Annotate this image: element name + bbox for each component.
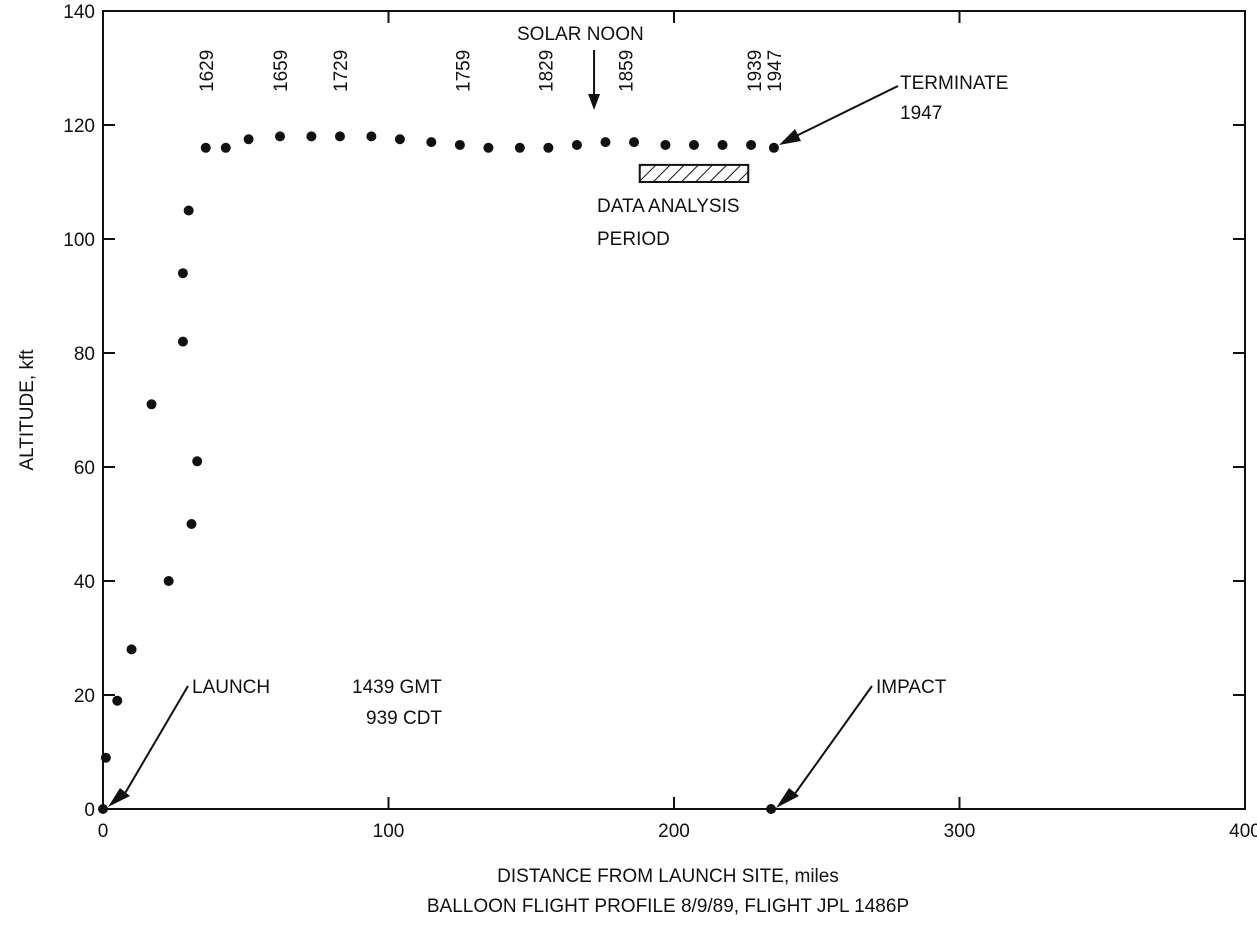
data-point	[600, 137, 611, 148]
terminate-arrowhead	[779, 129, 801, 145]
data-point	[112, 695, 123, 706]
data-point	[514, 142, 525, 153]
plot-frame	[102, 10, 1246, 810]
data-point	[146, 399, 157, 410]
time-label: 1947	[765, 50, 786, 92]
data-point	[629, 137, 640, 148]
launch-cdt-label: 939 CDT	[366, 708, 442, 729]
data-point	[186, 519, 197, 529]
terminate-label: TERMINATE	[900, 73, 1008, 94]
data-point	[275, 131, 286, 142]
x-tick-label: 200	[658, 821, 690, 842]
data-point	[177, 268, 188, 279]
y-tick-label: 60	[74, 458, 95, 479]
data-point	[571, 139, 582, 150]
data-point	[366, 131, 377, 142]
x-tick-label: 300	[944, 821, 976, 842]
x-tick-label: 0	[98, 821, 109, 842]
data-point	[483, 142, 494, 153]
impact-arrow	[793, 685, 873, 796]
data-point	[243, 134, 254, 145]
figure-caption: BALLOON FLIGHT PROFILE 8/9/89, FLIGHT JP…	[427, 896, 909, 917]
time-label: 1939	[745, 50, 766, 92]
y-axis-ticks: 0 20 40 60 80 100 120 140	[63, 2, 1245, 821]
data-point	[220, 142, 231, 153]
data-analysis-label: DATA ANALYSIS	[597, 196, 740, 217]
data-point	[426, 137, 437, 148]
x-tick-label: 100	[373, 821, 405, 842]
data-point	[177, 336, 188, 347]
y-tick-label: 80	[74, 344, 95, 365]
y-tick-label: 140	[63, 2, 95, 23]
data-point	[746, 139, 757, 150]
solar-noon-arrowhead	[588, 94, 601, 110]
time-label: 1829	[537, 50, 558, 92]
time-label: 1729	[331, 50, 352, 92]
data-point	[543, 142, 554, 153]
x-axis-title: DISTANCE FROM LAUNCH SITE, miles	[497, 866, 839, 887]
data-analysis-period-box	[638, 163, 750, 183]
time-label: 1659	[271, 50, 292, 92]
data-point	[200, 142, 211, 153]
data-point	[454, 139, 465, 150]
data-point	[334, 131, 345, 142]
data-point	[98, 804, 108, 814]
data-point	[688, 139, 699, 150]
period-label: PERIOD	[597, 229, 670, 250]
data-point	[126, 644, 137, 655]
data-point	[163, 576, 174, 586]
data-point	[183, 205, 194, 216]
y-tick-label: 0	[84, 800, 95, 821]
impact-point	[766, 804, 777, 814]
launch-gmt-label: 1439 GMT	[352, 677, 442, 698]
data-point	[660, 139, 671, 150]
terminate-arrow	[791, 85, 899, 139]
data-point	[717, 139, 728, 150]
y-tick-label: 40	[74, 572, 95, 593]
y-tick-label: 20	[74, 686, 95, 707]
impact-arrowhead	[776, 788, 799, 808]
data-points	[98, 131, 779, 814]
x-axis-ticks: 0 100 200 300 400	[98, 11, 1257, 842]
y-axis-title: ALTITUDE, kft	[17, 349, 38, 471]
time-label: 1629	[197, 50, 218, 92]
data-point	[192, 456, 203, 467]
x-tick-label: 400	[1229, 821, 1257, 842]
data-point	[100, 752, 111, 763]
impact-label: IMPACT	[876, 677, 947, 698]
launch-arrowhead	[108, 788, 130, 807]
terminate-time-label: 1947	[900, 103, 942, 124]
launch-arrow	[123, 685, 189, 796]
time-label: 1759	[454, 50, 475, 92]
data-point	[768, 142, 779, 153]
time-label: 1859	[616, 50, 637, 92]
y-tick-label: 120	[63, 116, 95, 137]
y-tick-label: 100	[63, 230, 95, 251]
launch-label: LAUNCH	[192, 677, 270, 698]
solar-noon-label: SOLAR NOON	[517, 24, 644, 45]
data-point	[394, 134, 405, 145]
data-point	[306, 131, 317, 142]
